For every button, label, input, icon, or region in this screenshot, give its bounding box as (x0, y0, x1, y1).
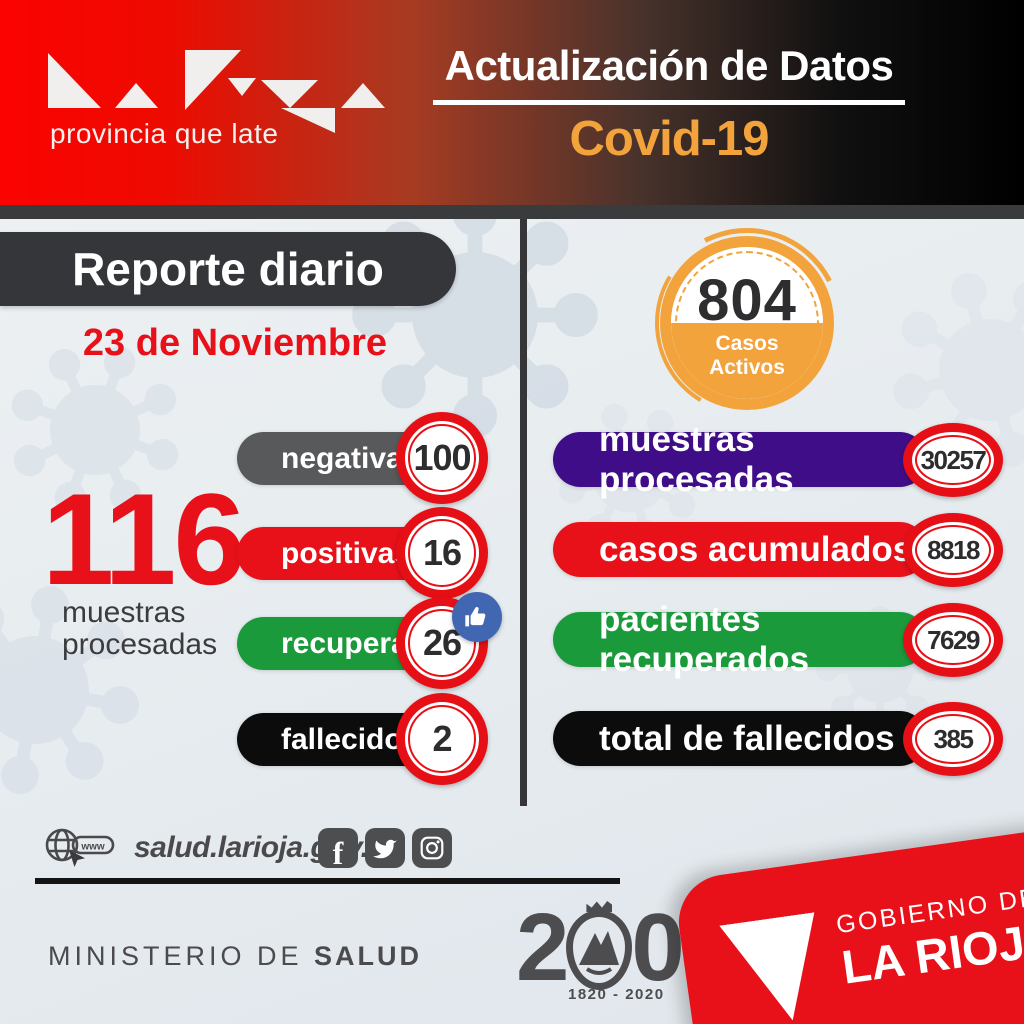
bicentennial-years: 1820 - 2020 (568, 986, 665, 1003)
footer-divider (35, 878, 620, 884)
total-pill-muestras-procesadas: muestras procesadas (553, 420, 927, 499)
mountain-crest-icon (566, 901, 633, 990)
active-cases-badge: 804 Casos Activos (627, 203, 867, 443)
total-badge-total-fallecidos: 385 (903, 702, 1003, 776)
page-title: Actualización de Datos (444, 42, 894, 89)
daily-samples-label: muestras procesadas (62, 596, 218, 661)
cursor-icon (69, 850, 85, 867)
crown-icon (586, 901, 613, 912)
stat-value: 8818 (927, 534, 980, 565)
header-bottom-strip (0, 205, 1024, 219)
thumbs-up-icon (452, 592, 502, 642)
government-label: GOBIERNO DE LA RIOJA (834, 883, 1024, 994)
header-banner: provincia que late Actualización de Dato… (0, 0, 1024, 205)
report-title-pill: Reporte diario (0, 232, 456, 306)
report-title: Reporte diario (72, 243, 384, 295)
total-badge-pacientes-recuperados: 7629 (903, 603, 1003, 677)
stat-value: 16 (422, 532, 462, 573)
stat-value: 7629 (927, 624, 980, 655)
page-subtitle: Covid-19 (569, 112, 770, 166)
title-underline (433, 100, 905, 105)
globe-www-icon: www (45, 828, 115, 867)
stat-label: positivas (281, 536, 412, 570)
header-title-block: Actualización de Datos Covid-19 (432, 42, 906, 167)
la-rioja-logo (48, 50, 388, 147)
active-cases-label: Casos Activos (709, 332, 785, 380)
total-pill-pacientes-recuperados: pacientes recuperados (553, 600, 927, 679)
ministry-label: MINISTERIO DE SALUD (48, 941, 423, 971)
total-badge-muestras-procesadas: 30257 (903, 423, 1003, 497)
stat-value: 385 (933, 723, 974, 754)
facebook-icon[interactable]: f (318, 828, 358, 868)
bicentennial-logo: 2 0 (516, 894, 685, 1001)
column-divider (520, 219, 527, 806)
stat-value: 2 (432, 718, 452, 759)
active-cases-value: 804 (697, 267, 797, 333)
stat-label: casos acumulados (599, 529, 913, 569)
stat-value: 30257 (920, 444, 987, 475)
stat-label: pacientes recuperados (599, 599, 810, 679)
total-badge-casos-acumulados: 8818 (903, 513, 1003, 587)
stat-badge-recuperados: 26 (396, 597, 488, 689)
svg-text:www: www (80, 842, 105, 853)
total-pill-casos-acumulados: casos acumulados (553, 522, 927, 577)
la-rioja-logo-icon (48, 50, 385, 133)
stat-badge-positivas: 16 (396, 507, 488, 599)
stat-badge-negativas: 100 (396, 412, 488, 504)
total-pill-total-fallecidos: total de fallecidos (553, 711, 927, 766)
stat-badge-fallecidos: 2 (396, 693, 488, 785)
instagram-icon[interactable] (412, 828, 452, 868)
daily-samples-total: 116 (42, 466, 246, 612)
stat-label: total de fallecidos (599, 718, 895, 758)
social-icons-row: f (318, 828, 452, 868)
logo-tagline: provincia que late (50, 118, 279, 149)
stat-label: muestras procesadas (599, 419, 794, 499)
report-date: 23 de Noviembre (82, 322, 388, 364)
la-rioja-triangle-icon (719, 912, 829, 1024)
stat-value: 100 (413, 437, 471, 478)
twitter-icon[interactable] (365, 828, 405, 868)
